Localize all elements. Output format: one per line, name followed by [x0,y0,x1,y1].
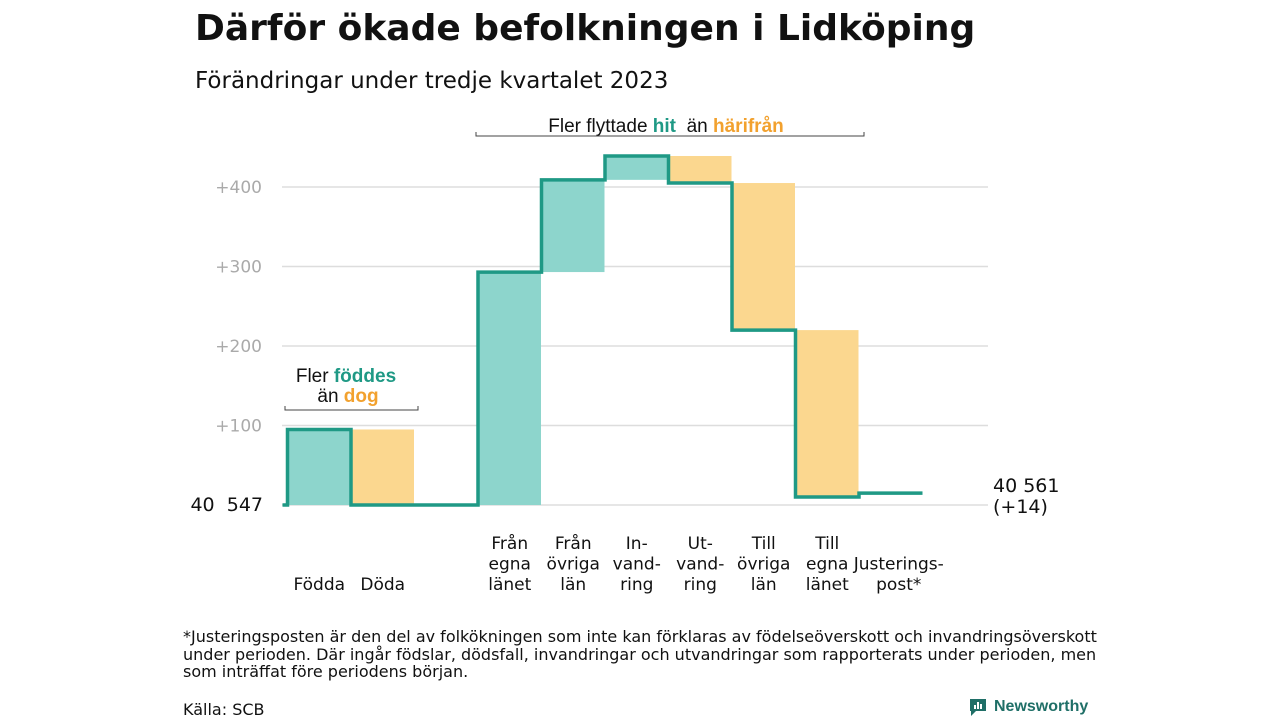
category-label: länet [488,575,531,595]
category-label: ring [620,575,653,595]
category-label: vand- [613,555,661,575]
category-label: Födda [293,575,345,595]
cumulative-line [282,154,923,507]
category-label: län [560,575,586,595]
category-label: Från [555,533,592,554]
waterfall-bar [351,429,414,505]
source-note: Källa: SCB [183,700,265,719]
waterfall-bar [287,429,351,505]
y-tick-label: +200 [215,337,262,357]
waterfall-bar [668,155,732,184]
category-label: länet [806,575,849,595]
category-label: Justerings- [853,555,944,575]
start-value-label: 40 547 [190,494,263,516]
waterfall-bar [795,330,859,498]
waterfall-bar [605,155,668,180]
end-change-label: (+14) [993,496,1048,518]
annotation-births-line1: Fler föddes [296,366,396,387]
category-label: län [751,575,777,595]
y-tick-label: +100 [215,417,262,437]
category-label: övriga [737,555,790,575]
waterfall-bar [732,183,795,331]
newsworthy-logo-icon [970,699,986,716]
category-label: Till [751,534,776,554]
annotation-births-line2: än dog [317,386,378,407]
category-label: In- [626,534,648,554]
footnote: *Justeringsposten är den del av folkökni… [183,627,1097,681]
waterfall-bar [541,179,605,273]
annotation-moves-bracket [475,132,865,137]
category-label: Till [814,534,839,554]
category-label: vand- [676,555,724,575]
category-label: ring [684,575,717,595]
annotation-moves: Fler flyttade hit än härifrån [548,116,784,137]
end-value-label: 40 561 [993,475,1059,497]
category-label: Ut- [688,534,713,554]
y-tick-label: +400 [215,178,262,198]
category-label: Döda [360,575,405,595]
category-label: post* [876,575,921,595]
newsworthy-logo-text: Newsworthy [994,698,1089,715]
newsworthy-logo: Newsworthy [968,697,1088,717]
waterfall-bar [478,272,541,505]
chart-subtitle: Förändringar under tredje kvartalet 2023 [195,68,669,94]
category-label: egna [489,555,531,575]
category-label: Från [491,533,528,554]
annotation-births-bracket [284,406,419,411]
y-tick-label: +300 [215,258,262,278]
chart-title: Därför ökade befolkningen i Lidköping [195,8,976,49]
category-label: egna [806,555,848,575]
category-label: övriga [547,555,600,575]
